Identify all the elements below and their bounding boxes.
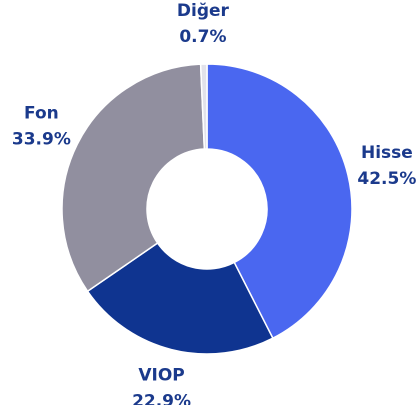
category-label: Diğer — [177, 1, 230, 21]
value-label: 22.9% — [132, 391, 191, 405]
donut-slice — [61, 63, 206, 293]
donut-slice — [199, 63, 208, 150]
category-label: VIOP — [138, 365, 184, 385]
value-label: 0.7% — [179, 27, 226, 47]
value-label: 33.9% — [12, 130, 71, 150]
category-label: Hisse — [361, 143, 413, 163]
donut-slice — [206, 63, 353, 340]
category-label: Fon — [24, 104, 59, 124]
value-label: 42.5% — [357, 169, 416, 189]
donut-slice — [86, 241, 274, 355]
